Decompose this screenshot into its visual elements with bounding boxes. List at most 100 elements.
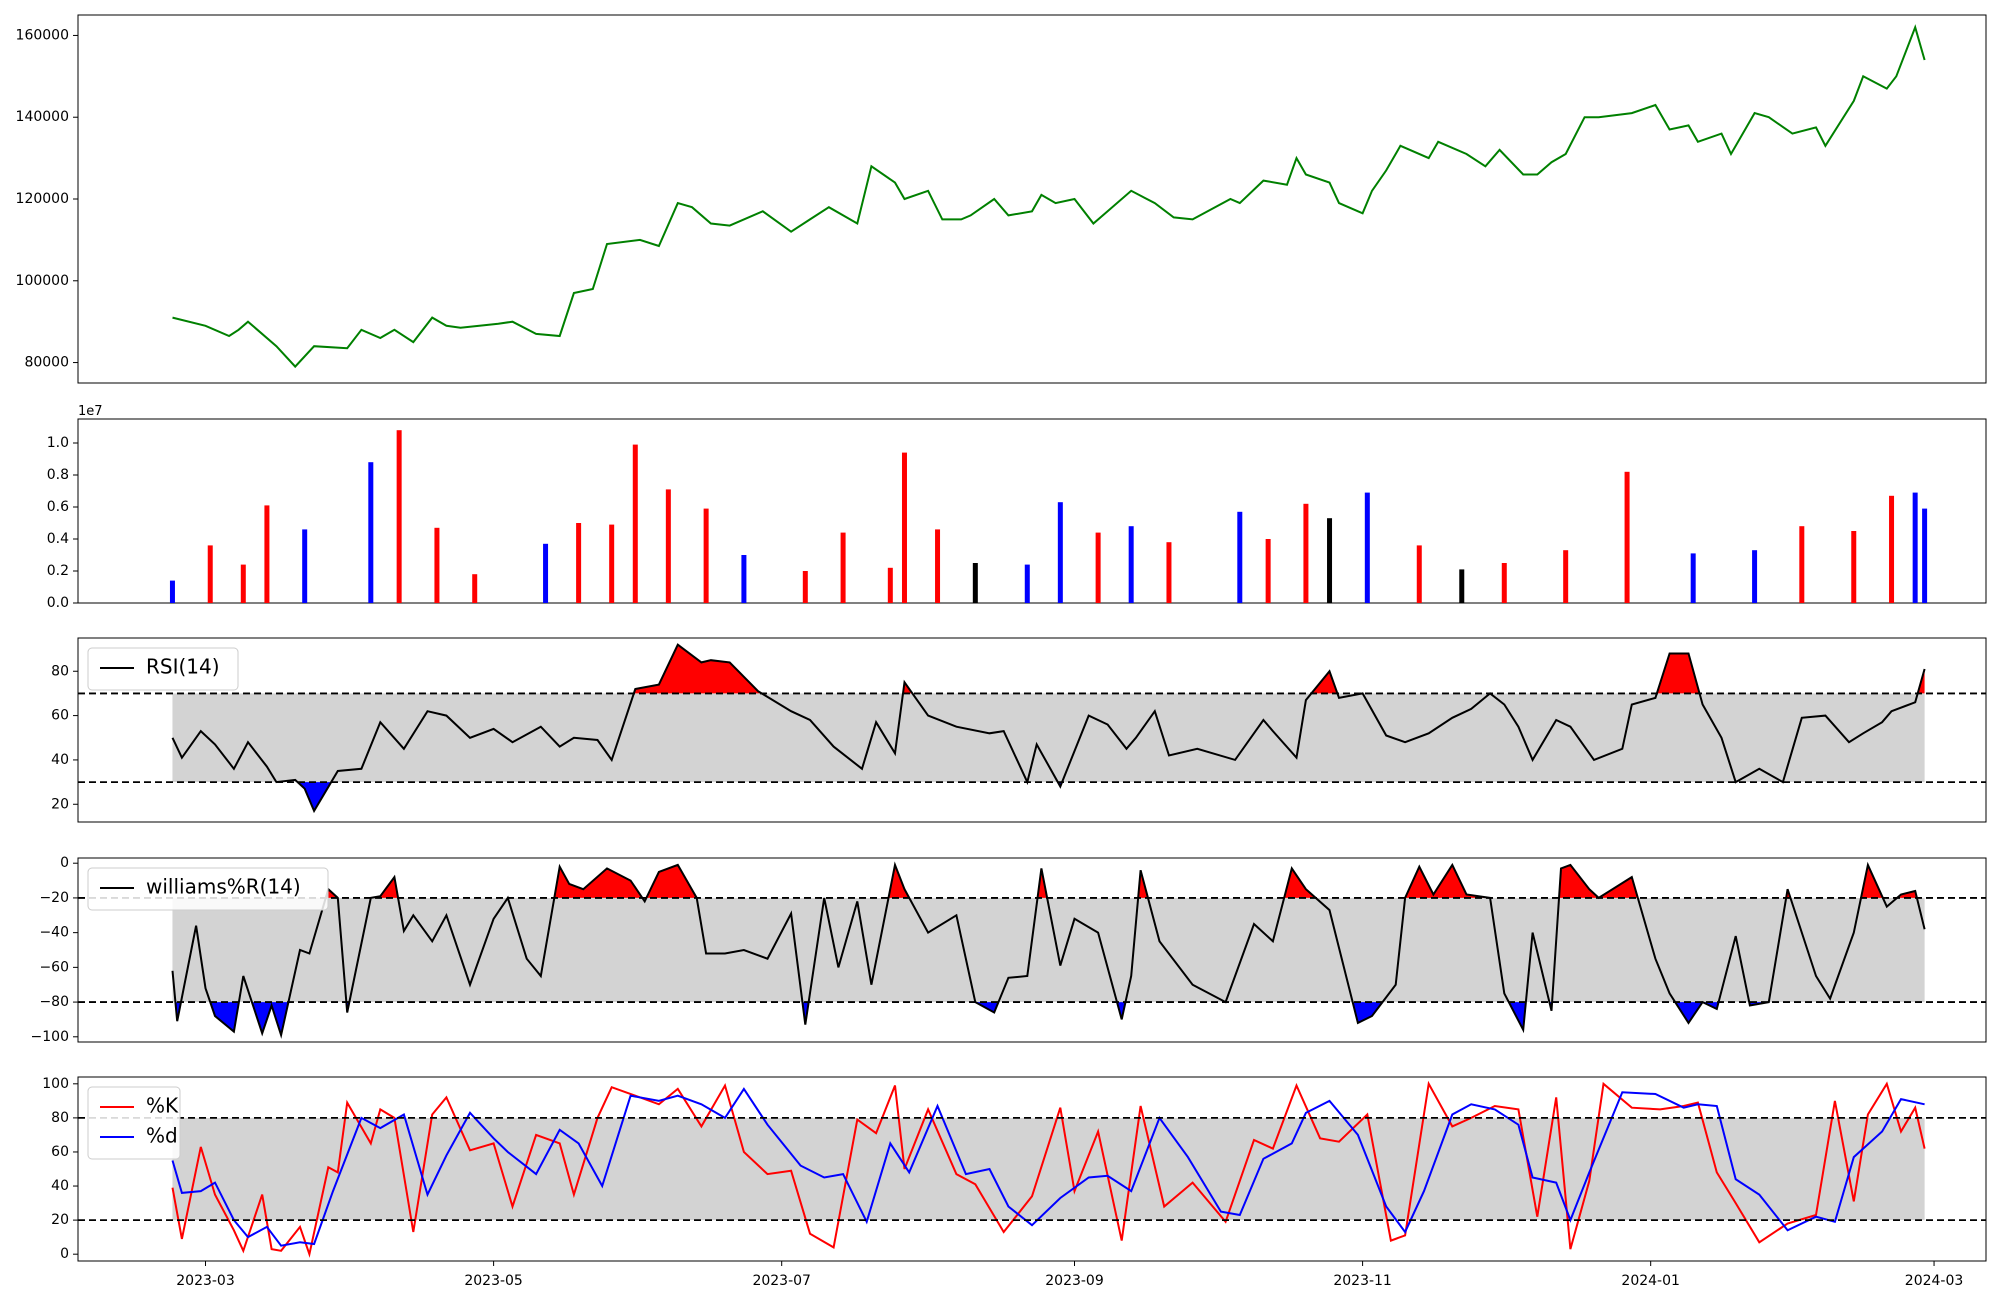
legend-label: williams%R(14) <box>146 875 301 899</box>
volume-bar <box>1303 503 1309 603</box>
volume-bar <box>665 489 671 603</box>
volume-bar <box>802 571 808 603</box>
y-tick-label: 0.8 <box>47 467 69 483</box>
volume-bar <box>368 462 374 603</box>
y-tick-label: 20 <box>51 796 69 812</box>
y-tick-label: 0.4 <box>47 531 69 547</box>
volume-bar <box>972 563 978 603</box>
y-tick-label: 20 <box>51 1212 69 1228</box>
volume-bar <box>1889 495 1895 603</box>
volume-bar <box>1265 539 1271 603</box>
y-tick-label: 60 <box>51 708 69 724</box>
legend-box <box>87 1086 181 1160</box>
y-tick-label: 0.0 <box>47 595 69 611</box>
williams-line <box>171 861 1926 1039</box>
y-tick-label: 0 <box>60 855 69 871</box>
volume-bar <box>240 564 246 603</box>
y-tick-label: −100 <box>31 1029 69 1045</box>
y-tick-label: 100000 <box>16 273 69 289</box>
y-tick-label: 0.6 <box>47 499 69 515</box>
volume-bar <box>1128 526 1134 603</box>
volume-bar <box>1459 569 1465 603</box>
volume-bar <box>1095 532 1101 603</box>
price-line <box>172 24 1926 369</box>
y-tick-label: 80 <box>51 1110 69 1126</box>
volume-bar <box>543 543 549 603</box>
y-tick-label: 40 <box>51 752 69 768</box>
x-tick-label: 2023-03 <box>176 1273 235 1289</box>
volume-bar <box>169 580 175 603</box>
panel-frame <box>77 637 1987 823</box>
y-tick-label: 160000 <box>16 27 69 43</box>
y-tick-label: −60 <box>39 959 69 975</box>
volume-bar <box>1799 526 1805 603</box>
y-tick-label: 0 <box>60 1246 69 1262</box>
volume-bar <box>1024 564 1030 603</box>
volume-bar <box>935 529 941 603</box>
y-tick-label: −20 <box>39 890 69 906</box>
rsi-line <box>171 643 1926 814</box>
volume-bar <box>1563 550 1569 603</box>
x-tick-label: 2023-09 <box>1045 1273 1104 1289</box>
stochastic-panel: 0 20 40 60 80 100 2023-03 2023-05 2023-07 2023-09… <box>42 1076 1987 1289</box>
volume-bar <box>1690 553 1696 603</box>
x-tick-label: 2023-11 <box>1333 1273 1392 1289</box>
volume-bar <box>302 529 308 603</box>
neutral-band <box>172 897 1925 1003</box>
y-tick-label: 0.2 <box>47 563 69 579</box>
y-tick-label: −40 <box>39 925 69 941</box>
volume-bar <box>472 574 478 603</box>
x-tick-label: 2024-03 <box>1905 1273 1964 1289</box>
williams-overbought-fill <box>554 866 643 898</box>
volume-bar <box>1166 542 1172 603</box>
volume-bar <box>264 505 270 603</box>
volume-bar <box>741 555 747 603</box>
volume-bar <box>576 523 582 603</box>
legend-box <box>87 647 239 691</box>
volume-bar <box>901 452 907 603</box>
x-tick-label: 2023-07 <box>752 1273 811 1289</box>
price-panel: 80000 100000 120000 140000 160000 <box>16 14 1987 384</box>
x-tick-label: 2023-05 <box>464 1273 523 1289</box>
volume-bar <box>1922 508 1928 603</box>
williams-oversold-fill <box>1675 1002 1703 1023</box>
panel-frame <box>77 857 1987 1043</box>
williams-oversold-fill <box>210 1002 239 1032</box>
williams-overbought-fill <box>1284 868 1316 898</box>
stoch-d-line <box>171 1087 1925 1247</box>
volume-panel: 1e7 0.0 0.2 0.4 0.6 0.8 1.0 <box>47 404 1987 611</box>
x-tick-label: 2024-01 <box>1621 1273 1680 1289</box>
volume-offset-label: 1e7 <box>78 404 103 419</box>
williams-overbought-fill <box>1405 864 1491 898</box>
volume-bar <box>396 430 402 603</box>
volume-bar <box>1237 511 1243 603</box>
volume-bar <box>609 524 615 603</box>
neutral-band <box>172 693 1925 783</box>
y-tick-label: 40 <box>51 1178 69 1194</box>
panel-frame <box>77 1076 1987 1262</box>
volume-bar <box>1057 502 1063 603</box>
legend-box <box>87 867 329 911</box>
legend-label: %d <box>146 1124 178 1148</box>
panel-frame <box>77 418 1987 604</box>
neutral-band <box>172 1117 1925 1221</box>
legend-label: %K <box>146 1094 179 1118</box>
volume-bar <box>1364 492 1370 603</box>
volume-bar <box>1752 550 1758 603</box>
y-tick-label: −80 <box>39 994 69 1010</box>
volume-bar <box>1416 545 1422 603</box>
rsi-panel: 20 40 60 80 RSI(14) <box>51 637 1987 823</box>
williams-panel: 0 −20 −40 −60 −80 −100 williams%R(14) <box>31 855 1987 1045</box>
y-tick-label: 140000 <box>16 109 69 125</box>
volume-bar <box>1501 563 1507 603</box>
volume-bar <box>207 545 213 603</box>
y-tick-label: 60 <box>51 1144 69 1160</box>
volume-bar <box>1851 531 1857 603</box>
y-tick-label: 1.0 <box>47 435 69 451</box>
y-tick-label: 120000 <box>16 191 69 207</box>
volume-bar <box>887 567 893 603</box>
y-tick-label: 100 <box>42 1076 69 1092</box>
volume-bar <box>703 508 709 603</box>
